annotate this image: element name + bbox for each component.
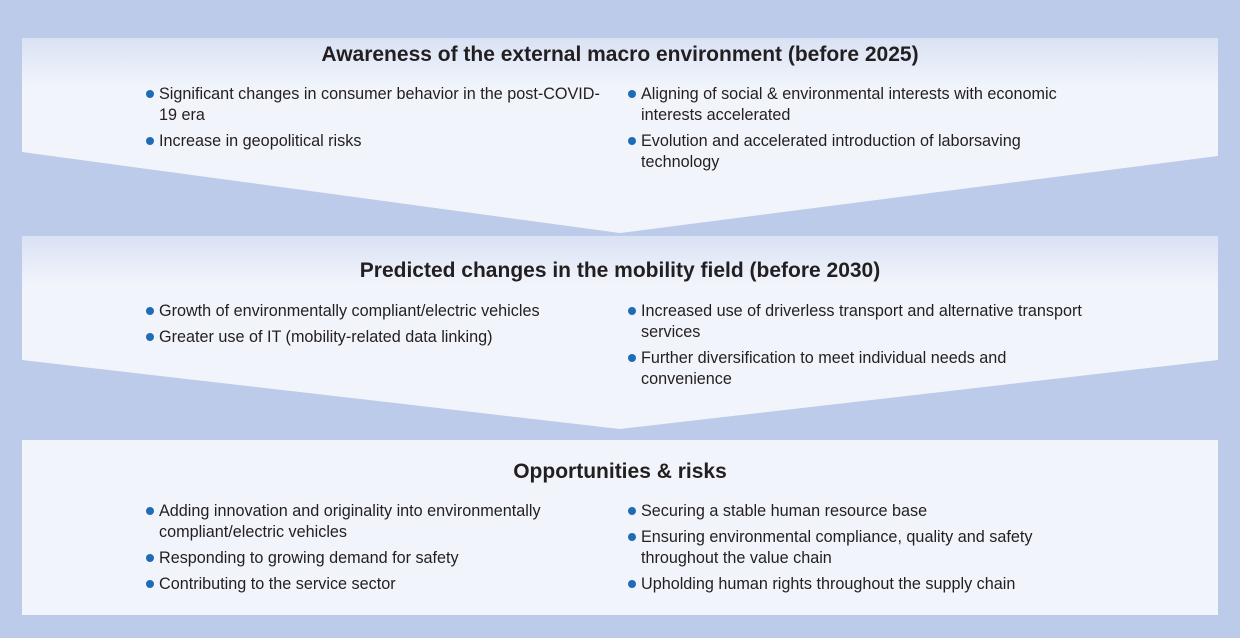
- right-column: Aligning of social & environmental inter…: [628, 84, 1098, 178]
- left-column: Significant changes in consumer behavior…: [146, 84, 616, 157]
- panel-arrow-shape: [22, 38, 1218, 233]
- list-item: Evolution and accelerated introduction o…: [628, 131, 1098, 173]
- list-item: Responding to growing demand for safety: [146, 548, 616, 569]
- left-column: Growth of environmentally compliant/elec…: [146, 301, 616, 353]
- list-item: Securing a stable human resource base: [628, 501, 1098, 522]
- section-title: Opportunities & risks: [513, 460, 727, 483]
- bullet-icon: [628, 307, 636, 315]
- list-item: Greater use of IT (mobility-related data…: [146, 327, 616, 348]
- list-item: Adding innovation and originality into e…: [146, 501, 616, 543]
- list-item: Contributing to the service sector: [146, 574, 616, 595]
- opportunities-risks-panel: Opportunities & risks Adding innovation …: [22, 440, 1218, 615]
- list-item: Growth of environmentally compliant/elec…: [146, 301, 616, 322]
- bullet-icon: [628, 354, 636, 362]
- list-item: Upholding human rights throughout the su…: [628, 574, 1098, 595]
- panel-box-shape: [22, 440, 1218, 615]
- list-item: Further diversification to meet individu…: [628, 348, 1098, 390]
- right-column: Securing a stable human resource base En…: [628, 501, 1098, 600]
- bullet-icon: [628, 137, 636, 145]
- bullet-icon: [628, 90, 636, 98]
- bullet-icon: [146, 90, 154, 98]
- bullet-icon: [628, 507, 636, 515]
- list-item: Ensuring environmental compliance, quali…: [628, 527, 1098, 569]
- panel-arrow-shape: [22, 236, 1218, 429]
- mobility-changes-panel: Predicted changes in the mobility field …: [22, 236, 1218, 430]
- list-item: Increased use of driverless transport an…: [628, 301, 1098, 343]
- bullet-icon: [146, 554, 154, 562]
- section-title: Predicted changes in the mobility field …: [359, 259, 881, 282]
- list-item: Aligning of social & environmental inter…: [628, 84, 1098, 126]
- left-column: Adding innovation and originality into e…: [146, 501, 616, 600]
- bullet-icon: [628, 580, 636, 588]
- section-title: Awareness of the external macro environm…: [321, 43, 919, 66]
- bullet-icon: [146, 580, 154, 588]
- bullet-icon: [146, 507, 154, 515]
- bullet-icon: [146, 333, 154, 341]
- list-item: Increase in geopolitical risks: [146, 131, 616, 152]
- right-column: Increased use of driverless transport an…: [628, 301, 1098, 395]
- list-item: Significant changes in consumer behavior…: [146, 84, 616, 126]
- bullet-icon: [146, 137, 154, 145]
- bullet-icon: [628, 533, 636, 541]
- macro-environment-panel: Awareness of the external macro environm…: [22, 38, 1218, 234]
- bullet-icon: [146, 307, 154, 315]
